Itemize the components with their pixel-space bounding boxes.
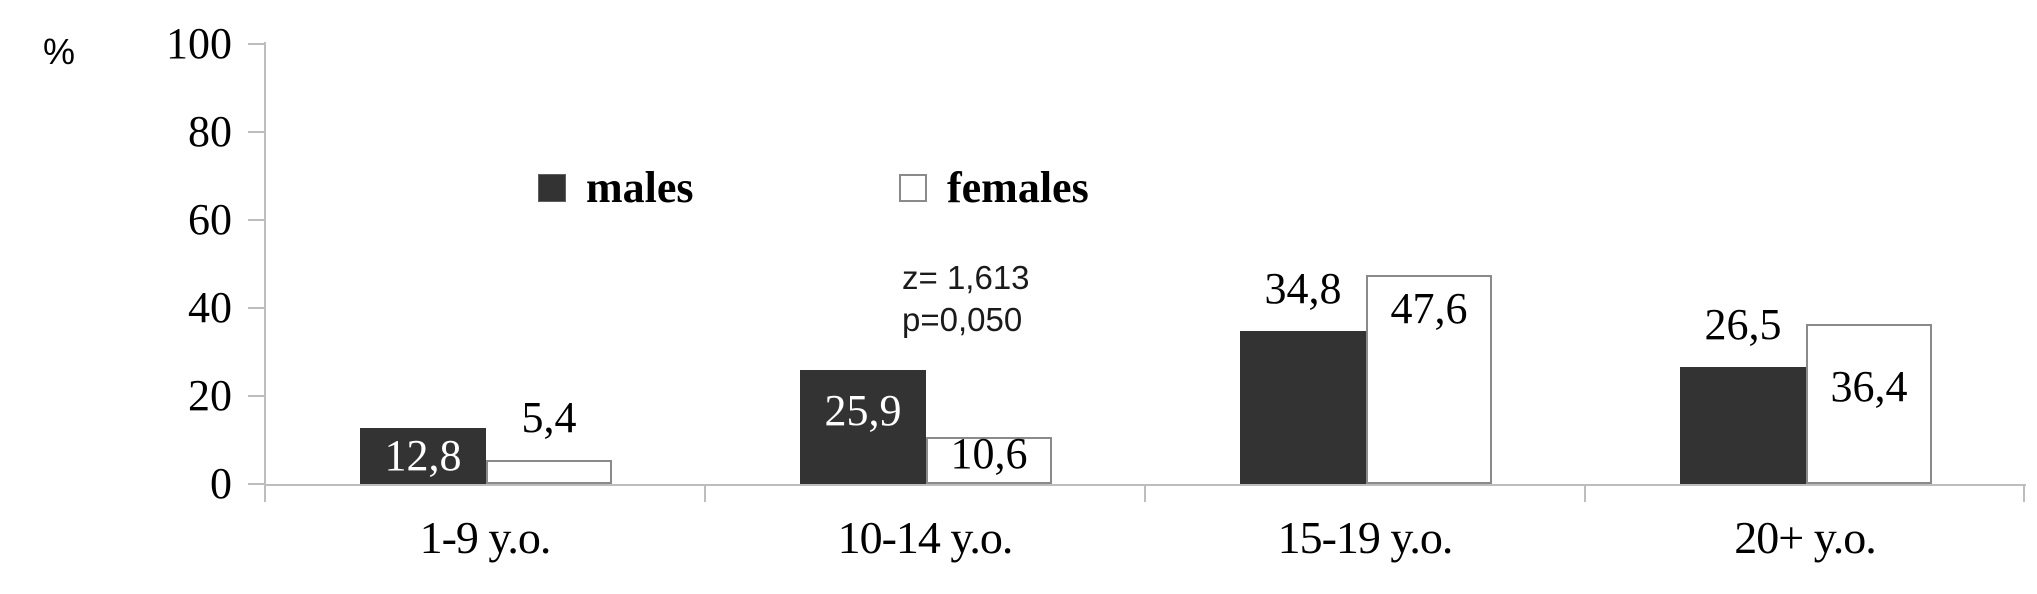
y-tick-label: 60 (188, 195, 232, 244)
value-label-males-3: 26,5 (1704, 300, 1782, 349)
y-tick (248, 131, 264, 133)
value-label-females-1: 10,6 (950, 429, 1028, 478)
value-label-males-2: 34,8 (1264, 264, 1342, 313)
y-tick-label: 0 (210, 459, 232, 508)
y-tick (248, 219, 264, 221)
y-axis-label: % (43, 31, 76, 72)
value-label-females-3: 36,4 (1830, 362, 1908, 411)
bar-females-1 (926, 437, 1052, 484)
females-series-swatch-icon (899, 174, 927, 202)
y-tick (248, 307, 264, 309)
x-tick (704, 484, 706, 502)
value-label-males-1: 25,9 (824, 386, 902, 435)
value-label-females-0: 5,4 (521, 393, 577, 442)
bar-females-0 (486, 460, 612, 484)
category-label-3: 20+ y.o. (1734, 512, 1876, 563)
category-label-1: 10-14 y.o. (837, 512, 1014, 563)
y-tick-label: 40 (188, 283, 232, 332)
category-label-2: 15-19 y.o. (1277, 512, 1454, 563)
y-tick-label: 80 (188, 107, 232, 156)
legend-item-females: females (899, 166, 1089, 210)
x-tick (2023, 484, 2025, 502)
annotation-line-p: p=0,050 (902, 301, 1023, 338)
value-label-males-0: 12,8 (384, 431, 462, 480)
males-series-swatch-icon (538, 174, 566, 202)
bar-females-3 (1806, 324, 1932, 484)
annotation-line-z: z= 1,613 (902, 259, 1030, 296)
y-tick (248, 395, 264, 397)
bar-males-3 (1680, 367, 1806, 484)
bar-males-0 (360, 428, 486, 484)
value-label-females-2: 47,6 (1390, 284, 1468, 333)
y-tick (248, 483, 264, 485)
y-tick (248, 43, 264, 45)
y-axis-line (264, 42, 266, 502)
legend-item-males: males (538, 166, 694, 210)
category-label-0: 1-9 y.o. (419, 512, 552, 563)
y-tick-label: 20 (188, 371, 232, 420)
y-tick-label: 100 (166, 19, 232, 68)
x-tick (1144, 484, 1146, 502)
legend-label-males: males (586, 163, 694, 212)
bar-females-2 (1366, 275, 1492, 484)
bar-males-2 (1240, 331, 1366, 484)
bar-males-1 (800, 370, 926, 484)
x-tick (1584, 484, 1586, 502)
statistics-annotation: z= 1,613 p=0,050 (902, 257, 1030, 341)
legend-label-females: females (947, 163, 1089, 212)
